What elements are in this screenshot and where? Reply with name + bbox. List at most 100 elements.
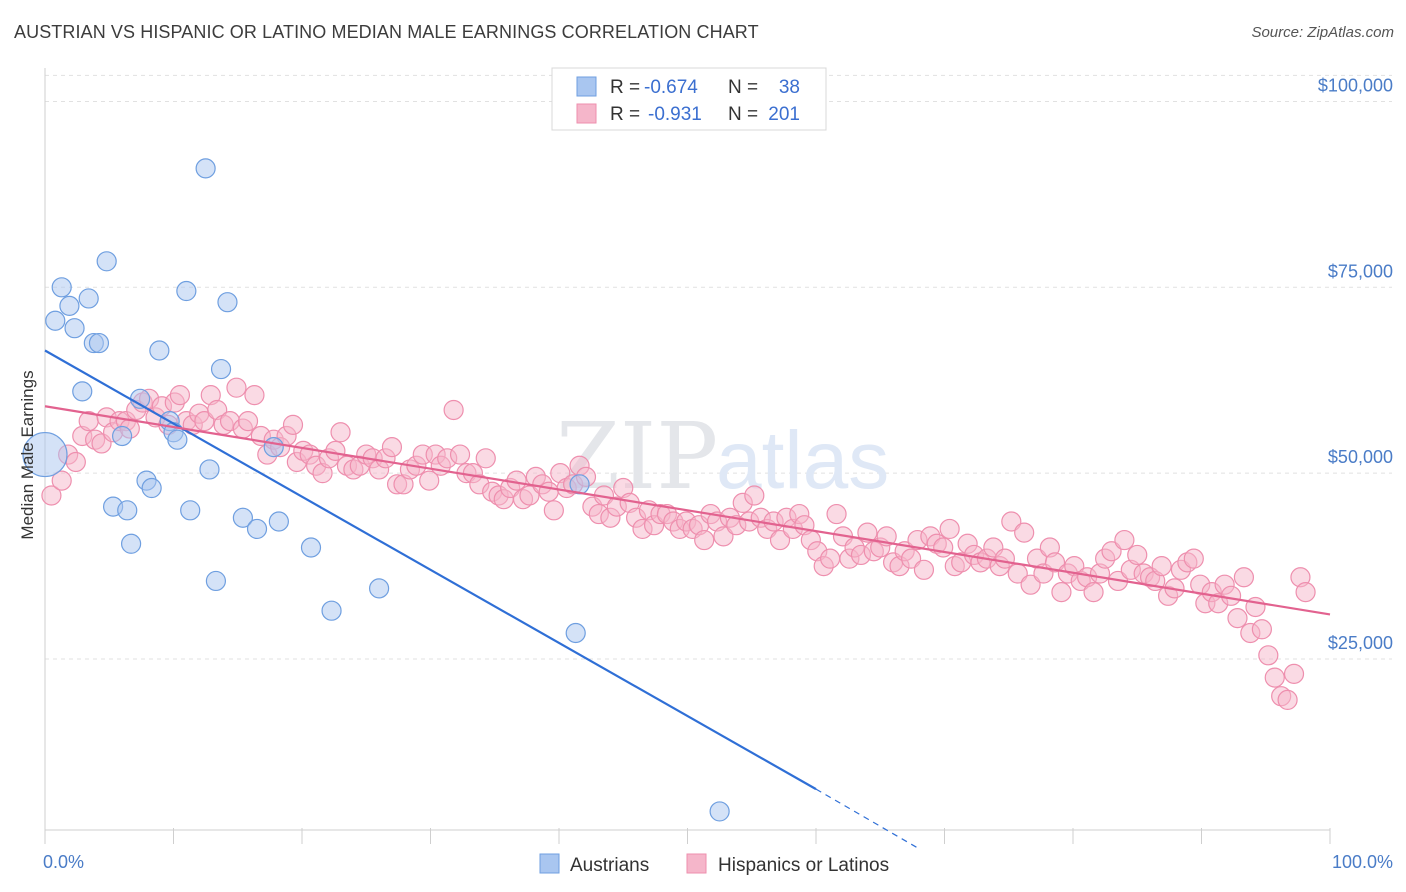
bottom-legend-swatch-austrians [539,853,560,874]
austrians-point [141,477,162,499]
austrians-point [59,295,80,316]
austrians-point [565,622,586,644]
bottom-legend-hispanics: Hispanics or Latinos [718,855,889,876]
series-austrians-points [22,158,730,822]
legend-n-label-2: N = [728,104,758,125]
austrians-point [709,801,730,822]
austrians-point [205,570,227,592]
x-tick-label-min: 0.0% [43,852,84,872]
austrians-trend-extension [815,788,920,850]
hispanics-point [1251,619,1272,640]
hispanics-point [1277,689,1298,711]
hispanics-point [826,503,847,525]
hispanics-point [769,529,791,551]
legend-swatch-austrians [576,76,597,97]
austrians-point [51,277,72,298]
legend-r-value-1: -0.674 [644,77,698,98]
austrians-point [88,332,110,354]
hispanics-point [237,411,259,432]
hispanics-point [282,414,304,435]
y-axis-title: Median Male Earnings [18,370,37,539]
austrians-point [22,431,68,478]
hispanics-point [1127,544,1148,566]
hispanics-point [475,448,496,469]
hispanics-point [1020,574,1041,595]
legend-r-label-1: R = [610,77,640,98]
trend-lines [44,349,1331,850]
y-tick-labels: $25,000 $50,000 $75,000 $100,000 [1318,75,1393,653]
hispanics-point [1044,552,1066,573]
y-tick-label: $100,000 [1318,75,1393,95]
hispanics-point [194,411,215,432]
legend-n-value-1: 38 [779,77,800,98]
austrians-point [120,533,142,554]
austrians-point [195,158,216,179]
austrians-point [268,511,289,532]
austrians-point [210,358,232,380]
hispanics-trend-line [44,405,1331,616]
austrians-point [78,288,99,309]
austrians-point [72,381,93,402]
austrians-point [64,318,85,339]
austrians-point [117,500,138,521]
legend-r-label-2: R = [610,104,640,125]
hispanics-point [694,529,715,551]
austrians-point [246,518,268,540]
hispanics-point [538,481,559,502]
hispanics-point [169,385,191,406]
bottom-legend-swatch-hispanics [686,853,707,874]
hispanics-point [1114,529,1135,551]
hispanics-point [1233,567,1255,588]
x-tick-label-max: 100.0% [1332,852,1393,872]
x-tick-labels: 0.0% 100.0% [43,852,1393,872]
series-legend: Austrians Hispanics or Latinos [539,853,889,876]
hispanics-point [1001,511,1022,532]
hispanics-point [1101,541,1122,562]
hispanics-point [543,500,564,521]
legend-swatch-hispanics [576,103,597,124]
austrians-point [45,310,66,331]
hispanics-point [820,548,841,569]
hispanics-point [913,559,935,580]
austrians-point [369,578,390,599]
hispanics-point [900,548,922,569]
y-tick-label: $25,000 [1328,633,1393,653]
hispanics-point [1227,608,1248,629]
hispanics-point [744,485,765,506]
hispanics-point [857,522,878,543]
hispanics-point [519,485,540,506]
hispanics-point [1258,645,1279,666]
hispanics-point [1283,663,1305,684]
watermark-atlas: atlas [716,415,889,506]
stats-legend-box [551,67,827,131]
hispanics-point [1220,585,1242,606]
hispanics-point [226,377,247,398]
austrians-trend-line [44,349,817,791]
hispanics-point [244,385,265,406]
austrians-point [111,425,133,447]
austrians-point [96,251,117,272]
legend-r-value-2: -0.931 [648,104,702,125]
austrians-point [149,340,170,361]
hispanics-point [1264,667,1285,688]
hispanics-point [1295,582,1316,603]
source-label: Source: ZipAtlas.com [1251,24,1394,41]
hispanics-point [1051,582,1072,603]
hispanics-point [933,537,954,558]
legend-n-value-2: 201 [768,104,800,125]
austrians-point [167,429,188,450]
austrians-point [263,437,284,458]
hispanics-point [939,518,960,540]
austrians-point [217,292,238,313]
watermark: ZIP atlas [556,403,889,510]
hispanics-point [443,399,464,421]
hispanics-point [381,437,403,458]
legend-n-label-1: N = [728,77,758,98]
hispanics-point [449,444,471,465]
austrians-point [321,600,342,621]
hispanics-point [713,526,734,547]
hispanics-point [994,548,1015,569]
stats-legend: R = -0.674 N = 38 R = -0.931 N = 201 [551,67,827,131]
hispanics-point [330,422,351,443]
